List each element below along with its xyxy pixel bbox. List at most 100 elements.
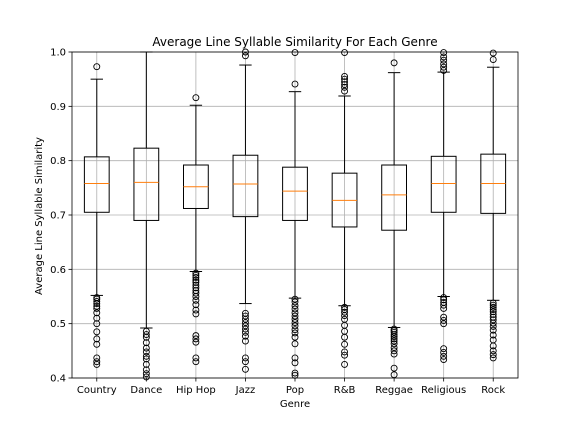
- outlier-point: [241, 52, 249, 60]
- outlier-point: [440, 305, 448, 312]
- outlier-point: [241, 315, 249, 323]
- outlier-point: [341, 78, 349, 86]
- outlier-point: [440, 313, 448, 321]
- outlier-point: [93, 295, 101, 303]
- outlier-point: [291, 333, 299, 341]
- outlier-point: [93, 300, 101, 308]
- outlier-point: [93, 354, 101, 362]
- outlier-point: [192, 94, 200, 102]
- box-rock: [480, 49, 507, 362]
- outlier-point: [192, 269, 200, 277]
- outlier-point: [93, 309, 101, 317]
- outlier-point: [291, 340, 299, 348]
- outlier-point: [390, 328, 398, 336]
- outlier-point: [390, 333, 398, 341]
- y-tick-label: 0.5: [50, 319, 66, 330]
- outlier-point: [142, 352, 150, 360]
- x-tick-label: Rock: [481, 385, 505, 396]
- outlier-point: [142, 355, 150, 363]
- outlier-point: [390, 344, 398, 352]
- box-pop: [282, 49, 308, 379]
- x-tick-label: Country: [77, 385, 117, 396]
- outlier-point: [241, 325, 249, 333]
- outlier-point: [341, 49, 349, 56]
- outlier-point: [390, 337, 398, 345]
- outlier-point: [291, 315, 299, 323]
- outlier-point: [291, 319, 299, 327]
- outlier-point: [93, 305, 101, 312]
- outlier-point: [489, 319, 497, 327]
- outlier-point: [142, 333, 150, 341]
- outlier-point: [341, 75, 349, 83]
- outlier-point: [192, 284, 200, 292]
- outlier-point: [142, 344, 150, 352]
- x-tick-label: Religious: [421, 385, 466, 396]
- outlier-point: [192, 274, 200, 281]
- box-jazz: [232, 48, 259, 373]
- outlier-point: [192, 332, 200, 340]
- outlier-point: [489, 301, 497, 309]
- outlier-point: [93, 63, 101, 71]
- y-tick-label: 0.9: [50, 102, 66, 113]
- outlier-point: [192, 310, 200, 318]
- x-tick-label: Jazz: [235, 385, 256, 396]
- outlier-point: [341, 360, 349, 368]
- outlier-point: [93, 320, 101, 328]
- outlier-point: [390, 335, 398, 343]
- outlier-point: [440, 296, 448, 304]
- outlier-point: [291, 312, 299, 320]
- x-tick-label: Hip Hop: [176, 385, 216, 396]
- outlier-point: [440, 56, 448, 64]
- outlier-point: [192, 289, 200, 297]
- outlier-point: [489, 310, 497, 318]
- outlier-point: [142, 348, 150, 356]
- outlier-point: [192, 306, 200, 314]
- outlier-point: [93, 335, 101, 343]
- outlier-point: [390, 364, 398, 372]
- outlier-point: [192, 276, 200, 284]
- outlier-point: [142, 331, 150, 338]
- outlier-point: [291, 326, 299, 334]
- outlier-point: [489, 308, 497, 316]
- outlier-point: [390, 347, 398, 355]
- outlier-point: [291, 302, 299, 310]
- outlier-point: [440, 316, 448, 324]
- outlier-point: [192, 296, 200, 304]
- outlier-point: [341, 351, 349, 359]
- x-tick-label: Dance: [130, 385, 162, 396]
- outlier-point: [390, 350, 398, 358]
- outlier-point: [489, 299, 497, 307]
- y-tick-label: 0.8: [50, 156, 66, 167]
- outlier-point: [142, 366, 150, 374]
- outlier-point: [440, 345, 448, 353]
- outlier-point: [390, 59, 398, 67]
- outlier-point: [192, 354, 200, 362]
- outlier-point: [291, 359, 299, 367]
- x-tick-label: R&B: [334, 385, 356, 396]
- outlier-point: [440, 60, 448, 68]
- outlier-point: [341, 83, 349, 91]
- outlier-point: [93, 297, 101, 305]
- outlier-point: [440, 356, 448, 363]
- outlier-point: [291, 80, 299, 88]
- outlier-point: [291, 49, 299, 56]
- outlier-point: [440, 349, 448, 356]
- outlier-point: [192, 335, 200, 343]
- outlier-point: [241, 312, 249, 320]
- outlier-point: [192, 301, 200, 309]
- outlier-point: [241, 358, 249, 366]
- outlier-point: [440, 320, 448, 328]
- outlier-point: [390, 331, 398, 338]
- iqr-box: [83, 156, 110, 213]
- outlier-point: [341, 340, 349, 348]
- y-tick-label: 1.0: [50, 48, 66, 59]
- outlier-point: [390, 340, 398, 348]
- outlier-point: [93, 302, 101, 310]
- outlier-point: [341, 333, 349, 341]
- outlier-point: [291, 322, 299, 330]
- outlier-point: [489, 331, 497, 339]
- outlier-point: [341, 72, 349, 80]
- outlier-point: [341, 312, 349, 319]
- box-dance: [133, 51, 160, 381]
- outlier-point: [489, 306, 497, 313]
